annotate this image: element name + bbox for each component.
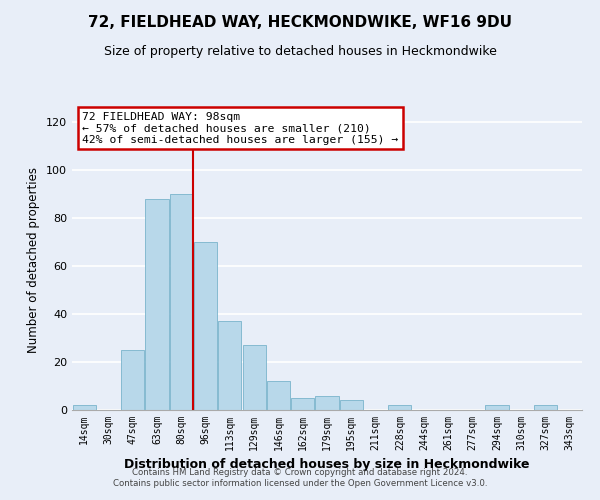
Text: Contains HM Land Registry data © Crown copyright and database right 2024.
Contai: Contains HM Land Registry data © Crown c… xyxy=(113,468,487,487)
Text: 72 FIELDHEAD WAY: 98sqm
← 57% of detached houses are smaller (210)
42% of semi-d: 72 FIELDHEAD WAY: 98sqm ← 57% of detache… xyxy=(82,112,398,144)
Bar xyxy=(267,381,290,410)
Bar xyxy=(170,194,193,410)
Bar xyxy=(316,396,338,410)
Bar xyxy=(121,350,144,410)
Text: Size of property relative to detached houses in Heckmondwike: Size of property relative to detached ho… xyxy=(104,45,496,58)
X-axis label: Distribution of detached houses by size in Heckmondwike: Distribution of detached houses by size … xyxy=(124,458,530,471)
Y-axis label: Number of detached properties: Number of detached properties xyxy=(28,167,40,353)
Bar xyxy=(73,405,95,410)
Bar xyxy=(218,321,241,410)
Bar xyxy=(194,242,217,410)
Bar xyxy=(242,345,266,410)
Text: 72, FIELDHEAD WAY, HECKMONDWIKE, WF16 9DU: 72, FIELDHEAD WAY, HECKMONDWIKE, WF16 9D… xyxy=(88,15,512,30)
Bar xyxy=(388,405,412,410)
Bar xyxy=(534,405,557,410)
Bar xyxy=(145,199,169,410)
Bar xyxy=(291,398,314,410)
Bar xyxy=(485,405,509,410)
Bar xyxy=(340,400,363,410)
